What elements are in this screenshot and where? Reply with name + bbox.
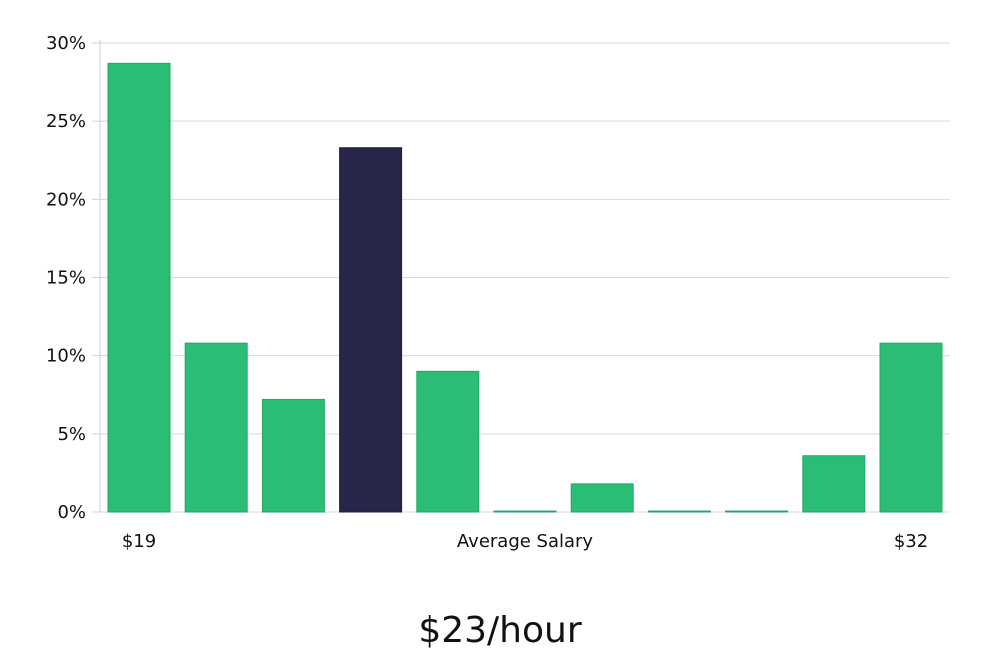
bar: [802, 455, 866, 513]
average-salary-value: $23/hour: [418, 610, 582, 651]
y-tick-label: 30%: [46, 33, 86, 54]
bar: [879, 342, 943, 513]
bar: [725, 510, 789, 513]
bar: [184, 342, 248, 513]
x-axis-label: Average Salary: [457, 531, 594, 552]
salary-histogram: 0% 5% 10% 15% 20% 25% 30% $19 Average Salary $…: [46, 33, 950, 552]
y-tick-label: 25%: [46, 111, 86, 132]
x-start-label: $19: [122, 531, 156, 552]
bar: [493, 510, 557, 513]
bars: [107, 62, 943, 513]
x-end-label: $32: [894, 531, 928, 552]
y-tick-label: 0%: [57, 502, 86, 523]
y-tick-label: 5%: [57, 424, 86, 445]
y-axis-ticks: 0% 5% 10% 15% 20% 25% 30%: [46, 33, 101, 523]
y-tick-label: 20%: [46, 189, 86, 210]
y-tick-label: 10%: [46, 346, 86, 367]
bar: [416, 370, 480, 513]
bar: [570, 483, 634, 513]
bar: [647, 510, 711, 513]
bar: [107, 62, 171, 513]
bar-highlighted: [339, 147, 403, 513]
bar: [261, 398, 325, 513]
y-tick-label: 15%: [46, 268, 86, 289]
